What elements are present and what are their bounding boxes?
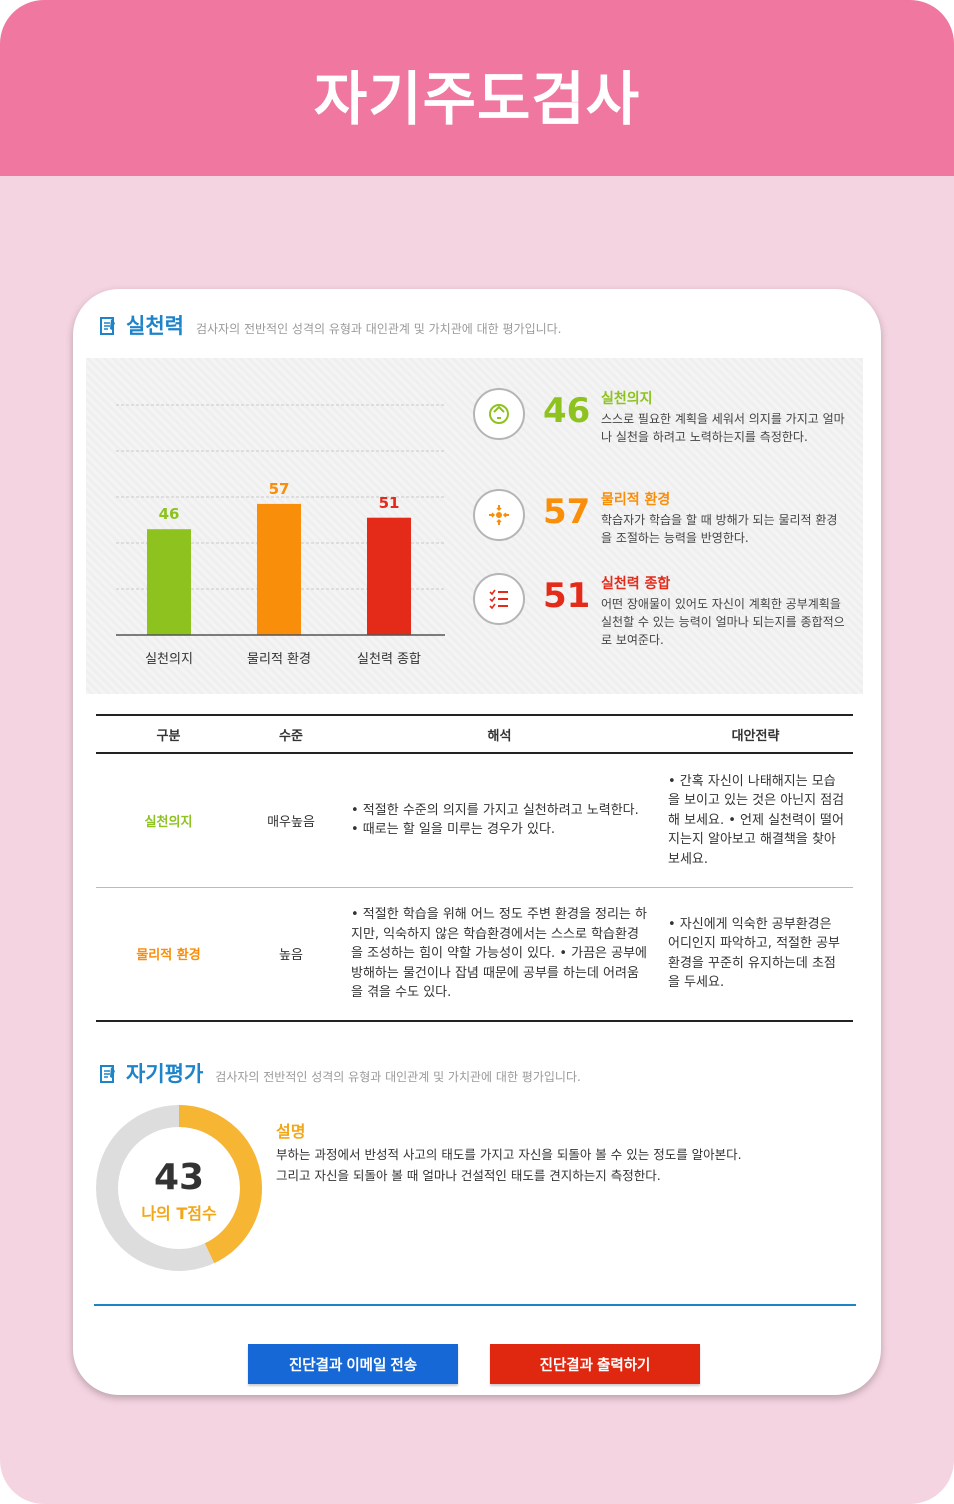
data-label: 51 bbox=[378, 493, 400, 512]
recycle-icon bbox=[473, 388, 525, 440]
table-row: 물리적 환경 높음 • 적절한 학습을 위해 어느 정도 주변 환경을 정리는 … bbox=[96, 887, 853, 1022]
section-self-eval-header: 자기평가 검사자의 전반적인 성격의 유형과 대인관계 및 가치관에 대한 평가… bbox=[100, 1058, 581, 1088]
stat-value: 57 bbox=[543, 492, 591, 532]
stat-name: 실천력 종합 bbox=[601, 576, 671, 592]
page-header: 자기주도검사 bbox=[0, 0, 954, 176]
document-icon bbox=[100, 317, 115, 335]
score-donut-gauge bbox=[96, 1105, 262, 1271]
bar bbox=[257, 503, 301, 635]
stat-description: 스스로 필요한 계획을 세워서 의지를 가지고 얼마나 실천을 하려고 노력하는… bbox=[601, 412, 845, 444]
data-label: 46 bbox=[158, 505, 180, 524]
checklist-icon bbox=[473, 573, 525, 625]
data-label: 57 bbox=[268, 479, 290, 498]
send-email-button[interactable]: 진단결과 이메일 전송 bbox=[248, 1344, 458, 1384]
strategy-cell: • 자신에게 익숙한 공부환경은 어디인지 파악하고, 적절한 공부환경을 꾸준… bbox=[658, 887, 853, 1022]
section-description: 검사자의 전반적인 성격의 유형과 대인관계 및 가치관에 대한 평가입니다. bbox=[215, 1070, 581, 1084]
page-title: 자기주도검사 bbox=[313, 65, 641, 133]
strategy-cell: • 간혹 자신이 나태해지는 모습을 보이고 있는 것은 아닌지 점검해 보세요… bbox=[658, 753, 853, 888]
bar bbox=[147, 529, 191, 635]
x-tick-label: 실천력 종합 bbox=[357, 652, 421, 667]
chart-panel: 실천의지 물리적 환경 실천력 종합 46 실천의지 스스로 필요한 계획을 세… bbox=[86, 358, 863, 694]
section-practice-header: 실천력 검사자의 전반적인 성격의 유형과 대인관계 및 가치관에 대한 평가입… bbox=[100, 310, 562, 340]
interpretation-cell: • 적절한 학습을 위해 어느 정도 주변 환경을 정리는 하지만, 익숙하지 … bbox=[341, 887, 658, 1022]
bar-chart bbox=[116, 404, 445, 636]
category-cell: 물리적 환경 bbox=[96, 887, 241, 1022]
stat-value: 46 bbox=[543, 391, 591, 431]
bar bbox=[367, 517, 411, 635]
stat-description: 학습자가 학습을 할 때 방해가 되는 물리적 환경을 조절하는 능력을 반영한… bbox=[601, 513, 838, 545]
explanation-text: 부하는 과정에서 반성적 사고의 태도를 가지고 자신을 되돌아 볼 수 있는 … bbox=[276, 1144, 856, 1186]
stat-name: 물리적 환경 bbox=[601, 492, 671, 508]
column-header: 수준 bbox=[241, 714, 341, 754]
table-row: 실천의지 매우높음 • 적절한 수준의 의지를 가지고 실천하려고 노력한다. … bbox=[96, 753, 853, 888]
level-cell: 높음 bbox=[241, 887, 341, 1022]
section-description: 검사자의 전반적인 성격의 유형과 대인관계 및 가치관에 대한 평가입니다. bbox=[195, 322, 562, 336]
stat-description: 어떤 장애물이 있어도 자신이 계획한 공부계획을 실천할 수 있는 능력이 얼… bbox=[601, 597, 845, 647]
print-result-button[interactable]: 진단결과 출력하기 bbox=[490, 1344, 700, 1384]
explanation-title: 설명 bbox=[276, 1122, 306, 1141]
divider bbox=[94, 1304, 856, 1306]
x-tick-label: 실천의지 bbox=[145, 652, 193, 667]
gauge-fill bbox=[96, 1105, 262, 1271]
section-title: 실천력 bbox=[126, 314, 184, 338]
stat-value: 51 bbox=[543, 576, 591, 616]
score-value: 43 bbox=[153, 1157, 205, 1198]
section-title: 자기평가 bbox=[126, 1062, 204, 1086]
stat-name: 실천의지 bbox=[601, 391, 653, 407]
column-header: 해석 bbox=[341, 714, 658, 754]
explanation-line: 그리고 자신을 되돌아 볼 때 얼마나 건설적인 태도를 견지하는지 측정한다. bbox=[276, 1168, 661, 1183]
table-header-row: 구분 수준 해석 대안전략 bbox=[96, 714, 853, 754]
x-tick-label: 물리적 환경 bbox=[247, 652, 311, 667]
result-table: 구분 수준 해석 대안전략 실천의지 매우높음 • 적절한 수준의 의지를 가지… bbox=[96, 714, 853, 1022]
category-cell: 실천의지 bbox=[96, 753, 241, 888]
column-header: 대안전략 bbox=[658, 714, 853, 754]
converge-arrows-icon bbox=[473, 489, 525, 541]
level-cell: 매우높음 bbox=[241, 753, 341, 888]
explanation-line: 부하는 과정에서 반성적 사고의 태도를 가지고 자신을 되돌아 볼 수 있는 … bbox=[276, 1147, 742, 1162]
result-card: 실천력 검사자의 전반적인 성격의 유형과 대인관계 및 가치관에 대한 평가입… bbox=[73, 289, 881, 1395]
score-label: 나의 T점수 bbox=[141, 1204, 217, 1223]
document-icon bbox=[100, 1065, 115, 1083]
interpretation-cell: • 적절한 수준의 의지를 가지고 실천하려고 노력한다. • 때로는 할 일을… bbox=[341, 753, 658, 888]
column-header: 구분 bbox=[96, 714, 241, 754]
